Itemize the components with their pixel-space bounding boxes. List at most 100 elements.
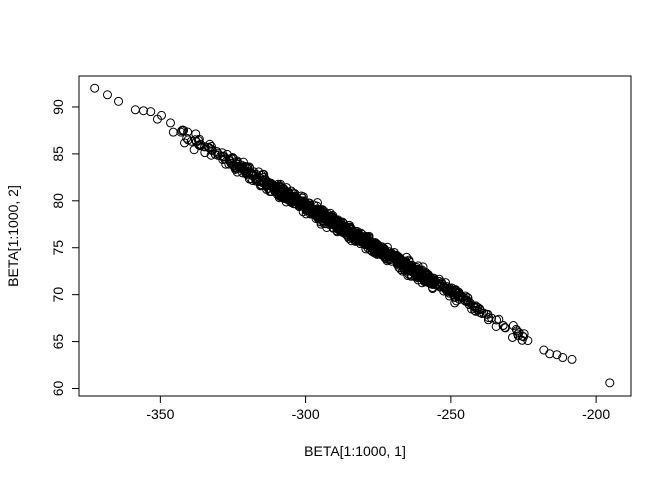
data-point [182, 133, 192, 143]
data-point [324, 210, 334, 220]
data-point [320, 210, 330, 220]
data-point [183, 127, 193, 137]
y-tick-label: 60 [50, 380, 66, 396]
data-point [195, 141, 205, 151]
data-point [369, 248, 379, 258]
data-point [464, 300, 474, 310]
data-point [243, 168, 253, 178]
data-point [477, 308, 487, 318]
data-point [397, 256, 407, 266]
y-axis: 60 65 70 75 80 85 90 [50, 99, 80, 396]
data-point [392, 259, 402, 269]
data-point [552, 350, 562, 360]
data-points [90, 83, 615, 388]
data-point [508, 321, 518, 331]
data-point [523, 336, 533, 346]
data-point [168, 127, 178, 137]
data-point [178, 125, 188, 135]
data-point [305, 201, 315, 211]
data-point [90, 83, 100, 93]
data-point [216, 151, 226, 161]
data-point [356, 233, 366, 243]
data-point [494, 314, 504, 324]
x-tick-label: -250 [437, 406, 465, 422]
data-point [280, 192, 290, 202]
data-point [246, 174, 256, 184]
data-point [514, 328, 524, 338]
data-point [545, 349, 555, 359]
data-point [286, 191, 296, 201]
y-tick-label: 70 [50, 287, 66, 303]
data-point [278, 183, 288, 193]
data-point [297, 196, 307, 206]
data-point [387, 249, 397, 259]
data-point [290, 199, 300, 209]
data-point [519, 329, 529, 339]
data-point [500, 323, 510, 333]
data-point [450, 298, 460, 308]
x-tick-label: -300 [292, 406, 320, 422]
data-point [203, 142, 213, 152]
data-point [232, 167, 242, 177]
data-point [102, 90, 112, 100]
data-point [372, 239, 382, 249]
data-point [277, 187, 287, 197]
data-point [517, 335, 527, 345]
data-point [400, 265, 410, 275]
y-tick-label: 80 [50, 193, 66, 209]
data-point [189, 145, 199, 155]
data-point [176, 127, 186, 137]
x-axis: -350 -300 -250 -200 [146, 395, 610, 422]
data-point [605, 378, 615, 388]
data-point [346, 227, 356, 236]
data-point [465, 298, 475, 308]
data-point [241, 166, 251, 176]
data-point [467, 304, 477, 314]
data-point [130, 105, 140, 115]
data-point [301, 209, 311, 219]
data-point [315, 210, 325, 220]
data-point [227, 154, 237, 164]
data-point [297, 200, 307, 210]
data-point [422, 270, 432, 280]
data-point [403, 271, 413, 281]
data-point [421, 276, 431, 286]
data-point [403, 262, 413, 272]
x-tick-label: -200 [582, 406, 610, 422]
data-point [180, 138, 190, 148]
data-point [282, 193, 292, 203]
data-point [484, 313, 494, 323]
y-tick-label: 65 [50, 334, 66, 350]
data-point [325, 215, 335, 225]
data-point [264, 178, 274, 188]
data-point [256, 181, 266, 191]
data-point [210, 149, 220, 159]
data-point [251, 176, 261, 186]
data-point [329, 223, 339, 233]
data-point [417, 265, 427, 275]
data-point [412, 264, 422, 274]
data-point [507, 332, 517, 342]
data-point [146, 107, 156, 117]
data-point [177, 126, 187, 136]
y-tick-label: 85 [50, 146, 66, 162]
data-point [139, 106, 148, 116]
data-point [449, 292, 459, 302]
data-point [375, 248, 385, 258]
y-tick-label: 75 [50, 240, 66, 256]
x-tick-label: -350 [146, 406, 174, 422]
data-point [194, 140, 204, 150]
x-axis-label: BETA[1:1000, 1] [304, 443, 406, 459]
data-point [404, 260, 414, 270]
data-point [389, 252, 399, 262]
data-point [288, 194, 298, 204]
data-point [445, 283, 455, 293]
data-point [276, 192, 286, 202]
data-point [359, 238, 369, 248]
data-point [437, 278, 447, 288]
data-point [341, 222, 351, 232]
data-point [498, 320, 508, 330]
data-point [451, 285, 461, 295]
data-point [152, 114, 162, 124]
